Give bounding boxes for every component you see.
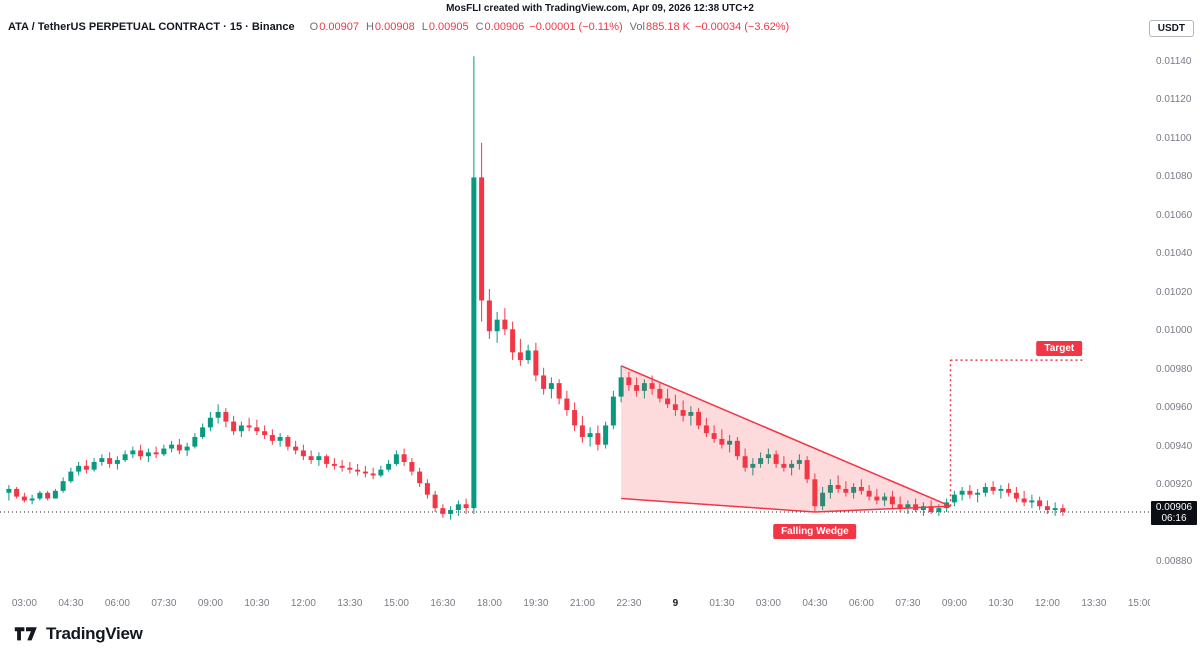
current-price-value: 0.00906 bbox=[1155, 501, 1193, 513]
time-tick-label: 12:00 bbox=[290, 598, 316, 609]
chart-legend: ATA / TetherUS PERPETUAL CONTRACT · 15 ·… bbox=[8, 21, 789, 33]
price-tick-label: 0.01120 bbox=[1156, 94, 1192, 106]
time-tick-label: 04:30 bbox=[58, 598, 84, 609]
time-tick-label: 21:00 bbox=[569, 598, 595, 609]
price-tick-label: 0.00880 bbox=[1156, 555, 1193, 567]
time-tick-label: 19:30 bbox=[523, 598, 549, 609]
price-tick-label: 0.00960 bbox=[1156, 402, 1193, 414]
time-axis[interactable]: 03:00 04:30 06:00 07:30 09:00 10:30 12:00 13:30… bbox=[0, 596, 1150, 612]
time-tick-label: 03:00 bbox=[755, 598, 781, 609]
time-tick-label: 06:00 bbox=[104, 598, 130, 609]
target-label[interactable]: Target bbox=[1036, 341, 1083, 357]
close-label: C bbox=[475, 21, 484, 33]
currency-toggle-button[interactable]: USDT bbox=[1148, 20, 1194, 37]
open-value: 0.00907 bbox=[319, 21, 359, 33]
falling-wedge-label[interactable]: Falling Wedge bbox=[773, 523, 857, 539]
price-tick-label: 0.01020 bbox=[1156, 286, 1193, 298]
tradingview-footer[interactable]: TradingView bbox=[14, 624, 143, 644]
time-tick-label: 09:00 bbox=[941, 598, 967, 609]
time-tick-label: 13:30 bbox=[337, 598, 363, 609]
current-price-label: 0.00906 06:16 bbox=[1151, 500, 1197, 525]
time-tick-label: 09:00 bbox=[197, 598, 223, 609]
price-tick-label: 0.01100 bbox=[1156, 132, 1192, 144]
high-value: 0.00908 bbox=[374, 21, 415, 33]
price-change: −0.00001 (−0.11%) bbox=[529, 21, 623, 33]
low-value: 0.00905 bbox=[428, 21, 469, 33]
price-tick-label: 0.01000 bbox=[1156, 325, 1193, 337]
open-label: O bbox=[309, 21, 319, 33]
symbol-title[interactable]: ATA / TetherUS PERPETUAL CONTRACT · 15 ·… bbox=[8, 21, 295, 33]
time-tick-label: 15:00 bbox=[1127, 598, 1150, 609]
candles-layer bbox=[6, 56, 1066, 520]
time-tick-label: 06:00 bbox=[848, 598, 874, 609]
price-tick-label: 0.00980 bbox=[1156, 363, 1193, 375]
time-tick-label: 04:30 bbox=[802, 598, 828, 609]
price-tick-label: 0.01060 bbox=[1156, 209, 1193, 221]
time-tick-label: 22:30 bbox=[616, 598, 642, 609]
price-tick-label: 0.01040 bbox=[1156, 248, 1193, 260]
price-tick-label: 0.01080 bbox=[1156, 171, 1193, 183]
price-axis[interactable]: 0.01140 0.01120 0.01100 0.01080 0.01060 0.010… bbox=[1150, 0, 1200, 592]
volume-change: −0.00034 (−3.62%) bbox=[695, 21, 790, 33]
volume-label: Vol bbox=[629, 21, 645, 33]
time-tick-label: 16:30 bbox=[430, 598, 456, 609]
volume-value: 885.18 K bbox=[645, 21, 691, 33]
high-label: H bbox=[365, 21, 374, 33]
tradingview-logo-text: TradingView bbox=[46, 624, 143, 643]
tradingview-logo-icon bbox=[14, 627, 37, 641]
low-label: L bbox=[421, 21, 428, 33]
time-tick-label: 10:30 bbox=[244, 598, 270, 609]
time-tick-label: 13:30 bbox=[1081, 598, 1107, 609]
falling-wedge-drawing[interactable] bbox=[620, 365, 951, 513]
price-tick-label: 0.00920 bbox=[1156, 479, 1193, 491]
bar-countdown: 06:16 bbox=[1161, 512, 1187, 524]
time-tick-label: 15:00 bbox=[383, 598, 409, 609]
target-projection-lines[interactable] bbox=[949, 359, 1083, 507]
price-tick-label: 0.01140 bbox=[1156, 56, 1192, 67]
watermark-text: MosFLI created with TradingView.com, Apr… bbox=[446, 3, 754, 14]
time-tick-label: 03:00 bbox=[11, 598, 37, 609]
price-tick-label: 0.00940 bbox=[1156, 440, 1193, 452]
time-tick-label: 07:30 bbox=[895, 598, 921, 609]
time-tick-label: 18:00 bbox=[476, 598, 502, 609]
time-tick-label: 10:30 bbox=[988, 598, 1014, 609]
time-tick-label: 01:30 bbox=[709, 598, 735, 609]
time-tick-label: 9 bbox=[672, 598, 679, 609]
close-value: 0.00906 bbox=[484, 21, 525, 33]
time-tick-label: 07:30 bbox=[151, 598, 177, 609]
time-tick-label: 12:00 bbox=[1034, 598, 1060, 609]
